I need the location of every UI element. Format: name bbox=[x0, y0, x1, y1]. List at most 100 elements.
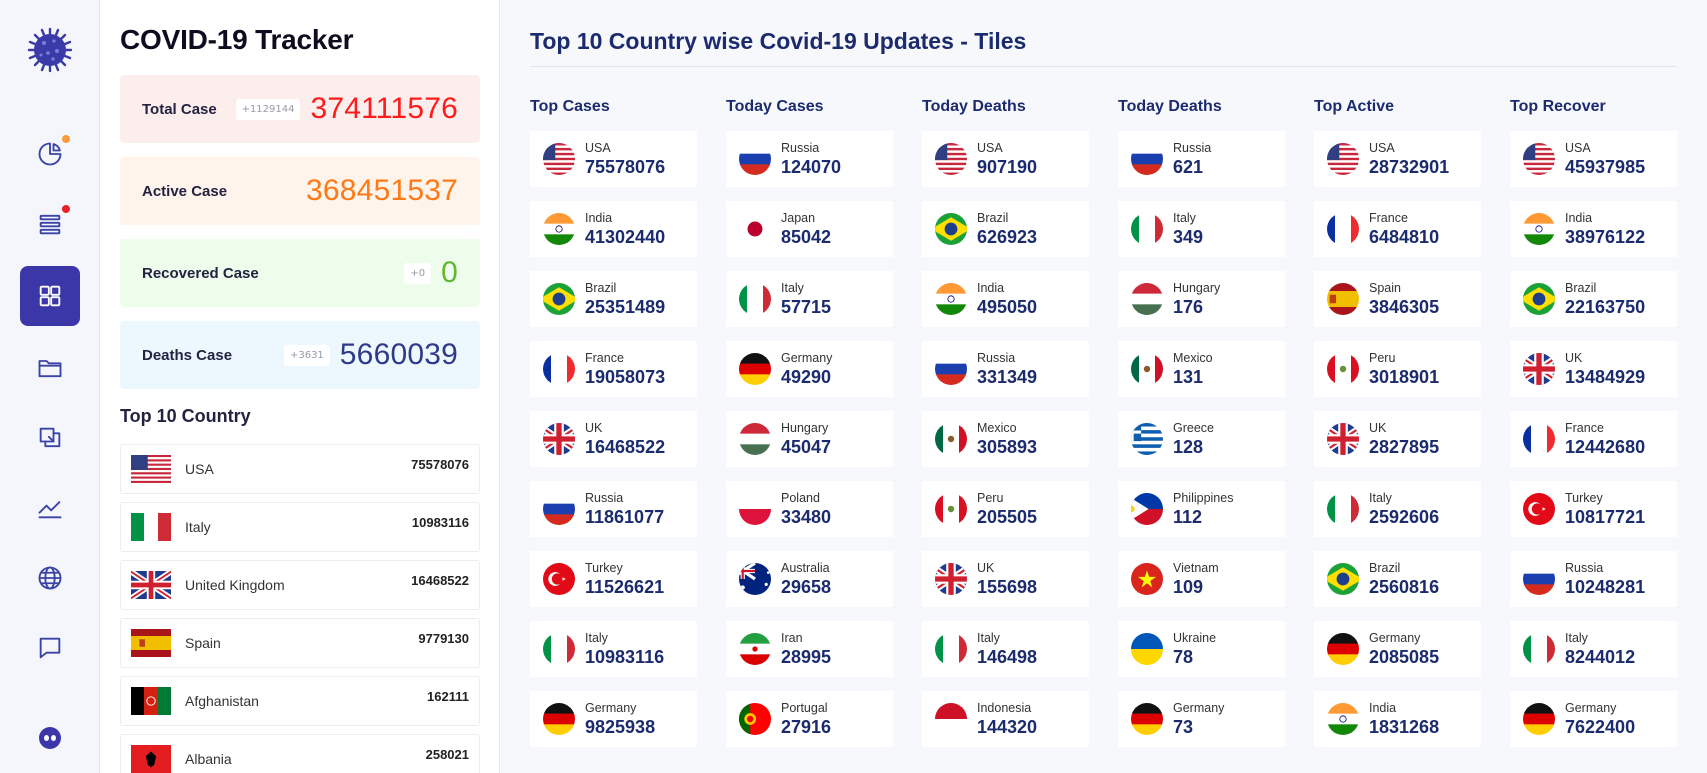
tile-country-name: UK bbox=[1369, 420, 1387, 435]
country-tile[interactable]: France 19058073 bbox=[530, 341, 697, 397]
country-tile[interactable]: Russia 11861077 bbox=[530, 481, 697, 537]
country-tile[interactable]: Peru 205505 bbox=[922, 481, 1089, 537]
tile-value: 45047 bbox=[781, 437, 832, 458]
country-tile[interactable]: Poland 33480 bbox=[726, 481, 893, 537]
country-tile[interactable]: Brazil 25351489 bbox=[530, 271, 697, 327]
japan-flag-icon bbox=[739, 213, 771, 245]
country-tile[interactable]: Iran 28995 bbox=[726, 621, 893, 677]
country-tile[interactable]: Brazil 626923 bbox=[922, 201, 1089, 257]
country-tile[interactable]: Vietnam 109 bbox=[1118, 551, 1285, 607]
top-country-row[interactable]: Spain 9779130 bbox=[120, 618, 480, 668]
country-tile[interactable]: Italy 146498 bbox=[922, 621, 1089, 677]
country-tile[interactable]: Brazil 22163750 bbox=[1510, 271, 1677, 327]
country-tile[interactable]: India 41302440 bbox=[530, 201, 697, 257]
country-tile[interactable]: Ukraine 78 bbox=[1118, 621, 1285, 677]
nav-copy[interactable] bbox=[20, 408, 80, 468]
hungary-flag-icon bbox=[1131, 283, 1163, 315]
country-tile[interactable]: Greece 128 bbox=[1118, 411, 1285, 467]
country-tile[interactable]: France 6484810 bbox=[1314, 201, 1481, 257]
country-tile[interactable]: USA 75578076 bbox=[530, 131, 697, 187]
country-tile[interactable]: Germany 9825938 bbox=[530, 691, 697, 747]
country-tile[interactable]: India 1831268 bbox=[1314, 691, 1481, 747]
russia-flag-icon bbox=[739, 143, 771, 175]
nav-globe[interactable] bbox=[20, 548, 80, 608]
tile-country-name: Germany bbox=[585, 700, 637, 715]
usa-flag-icon bbox=[1327, 143, 1359, 175]
stat-value: 0 bbox=[441, 256, 458, 289]
country-tile[interactable]: Italy 2592606 bbox=[1314, 481, 1481, 537]
tile-value: 907190 bbox=[977, 157, 1038, 178]
country-tile[interactable]: Germany 73 bbox=[1118, 691, 1285, 747]
country-tile[interactable]: Turkey 10817721 bbox=[1510, 481, 1677, 537]
country-tile[interactable]: Russia 124070 bbox=[726, 131, 893, 187]
top-country-row[interactable]: USA 75578076 bbox=[120, 444, 480, 494]
country-tile[interactable]: Germany 49290 bbox=[726, 341, 893, 397]
country-tile[interactable]: UK 2827895 bbox=[1314, 411, 1481, 467]
country-tile[interactable]: Russia 10248281 bbox=[1510, 551, 1677, 607]
tile-country-name: Russia bbox=[977, 350, 1016, 365]
country-tile[interactable]: USA 907190 bbox=[922, 131, 1089, 187]
country-tile[interactable]: India 495050 bbox=[922, 271, 1089, 327]
tile-value: 22163750 bbox=[1565, 297, 1646, 318]
country-tile[interactable]: Hungary 176 bbox=[1118, 271, 1285, 327]
nav-message[interactable] bbox=[20, 618, 80, 678]
tile-country-name: Greece bbox=[1173, 420, 1214, 435]
country-tile[interactable]: Japan 85042 bbox=[726, 201, 893, 257]
country-tile[interactable]: Turkey 11526621 bbox=[530, 551, 697, 607]
country-name: Spain bbox=[185, 635, 221, 651]
country-tile[interactable]: Spain 3846305 bbox=[1314, 271, 1481, 327]
tile-value: 3018901 bbox=[1369, 367, 1440, 388]
stat-delta: +3631 bbox=[283, 344, 330, 366]
country-tile[interactable]: India 38976122 bbox=[1510, 201, 1677, 257]
tile-value: 146498 bbox=[977, 647, 1038, 668]
top-country-row[interactable]: United Kingdom 16468522 bbox=[120, 560, 480, 610]
tile-value: 626923 bbox=[977, 227, 1038, 248]
country-tile[interactable]: Russia 331349 bbox=[922, 341, 1089, 397]
country-tile[interactable]: Philippines 112 bbox=[1118, 481, 1285, 537]
nav-trend-chart[interactable] bbox=[20, 478, 80, 538]
stat-delta: +0 bbox=[404, 262, 432, 284]
country-tile[interactable]: Indonesia 144320 bbox=[922, 691, 1089, 747]
nav-list[interactable] bbox=[20, 194, 80, 254]
copy-icon bbox=[39, 427, 61, 448]
country-tile[interactable]: Italy 10983116 bbox=[530, 621, 697, 677]
country-tile[interactable]: Hungary 45047 bbox=[726, 411, 893, 467]
country-tile[interactable]: Brazil 2560816 bbox=[1314, 551, 1481, 607]
country-tile[interactable]: Mexico 131 bbox=[1118, 341, 1285, 397]
uk-flag-icon bbox=[131, 571, 171, 599]
country-tile[interactable]: Portugal 27916 bbox=[726, 691, 893, 747]
uk-flag-icon bbox=[935, 563, 967, 595]
russia-flag-icon bbox=[1523, 563, 1555, 595]
germany-flag-icon bbox=[1131, 703, 1163, 735]
country-tile[interactable]: Mexico 305893 bbox=[922, 411, 1089, 467]
stat-label: Deaths Case bbox=[142, 346, 233, 364]
country-tile[interactable]: Italy 57715 bbox=[726, 271, 893, 327]
top-country-row[interactable]: Albania 258021 bbox=[120, 734, 480, 773]
app-logo-icon[interactable] bbox=[39, 727, 61, 749]
top-country-row[interactable]: Afghanistan 162111 bbox=[120, 676, 480, 726]
country-tile[interactable]: UK 13484929 bbox=[1510, 341, 1677, 397]
country-tile[interactable]: Germany 2085085 bbox=[1314, 621, 1481, 677]
nav-pie-chart[interactable] bbox=[20, 124, 80, 184]
country-tile[interactable]: UK 155698 bbox=[922, 551, 1089, 607]
country-tile[interactable]: Italy 8244012 bbox=[1510, 621, 1677, 677]
top-country-row[interactable]: Italy 10983116 bbox=[120, 502, 480, 552]
tile-value: 2592606 bbox=[1369, 507, 1440, 528]
country-tile[interactable]: Australia 29658 bbox=[726, 551, 893, 607]
country-tile[interactable]: UK 16468522 bbox=[530, 411, 697, 467]
country-tile[interactable]: USA 45937985 bbox=[1510, 131, 1677, 187]
virus-logo-icon[interactable] bbox=[27, 27, 73, 73]
country-tile[interactable]: Italy 349 bbox=[1118, 201, 1285, 257]
tile-country-name: France bbox=[1565, 420, 1604, 435]
country-tile[interactable]: Germany 7622400 bbox=[1510, 691, 1677, 747]
country-tile[interactable]: USA 28732901 bbox=[1314, 131, 1481, 187]
country-tile[interactable]: France 12442680 bbox=[1510, 411, 1677, 467]
country-value: 258021 bbox=[425, 747, 469, 762]
country-tile[interactable]: Peru 3018901 bbox=[1314, 341, 1481, 397]
nav-folder[interactable] bbox=[20, 338, 80, 398]
country-tile[interactable]: Russia 621 bbox=[1118, 131, 1285, 187]
tile-value: 73 bbox=[1173, 717, 1194, 738]
tile-country-name: Turkey bbox=[585, 560, 623, 575]
column-title: Top Cases bbox=[530, 98, 610, 115]
nav-dashboard-grid[interactable] bbox=[20, 266, 80, 326]
